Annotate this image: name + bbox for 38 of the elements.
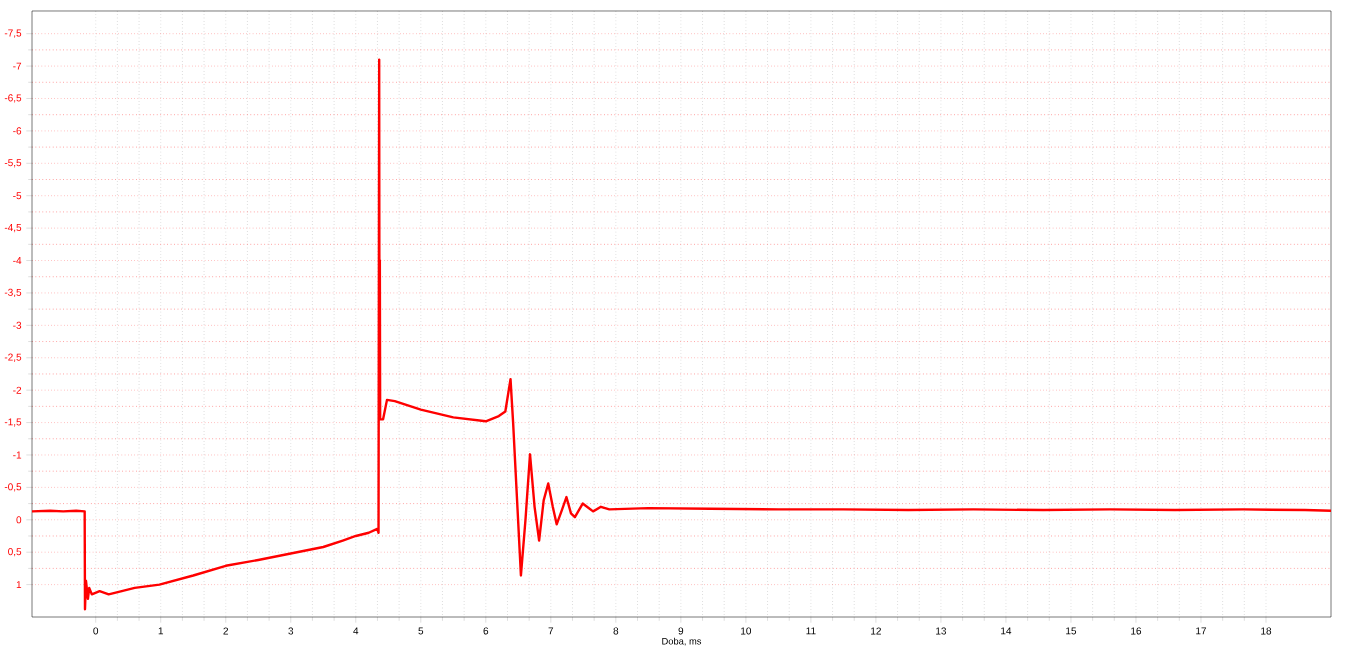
y-tick-label: -6,5 (4, 94, 22, 103)
x-axis-title: Doba, ms (662, 637, 702, 646)
y-tick-label: -1 (13, 451, 22, 459)
y-tick-label: -5,5 (4, 159, 22, 168)
y-tick-label: -7,5 (4, 29, 22, 38)
x-tick-label: 3 (288, 627, 294, 635)
x-tick-label: 11 (806, 627, 816, 635)
y-tick-label: -1,5 (4, 418, 22, 427)
x-tick-label: 9 (678, 627, 684, 635)
x-tick-label: 13 (936, 627, 947, 635)
x-tick-label: 1 (158, 627, 164, 635)
y-tick-label: -6 (13, 127, 22, 135)
x-tick-label: 10 (741, 627, 752, 635)
x-tick-label: 0 (93, 627, 99, 635)
y-tick-label: -3,5 (4, 288, 22, 298)
x-tick-label: 5 (418, 627, 424, 635)
x-tick-label: 14 (1001, 627, 1012, 635)
y-tick-label: -5 (13, 192, 22, 200)
x-tick-label: 15 (1066, 627, 1077, 635)
x-tick-label: 8 (613, 627, 619, 635)
y-tick-label: 1 (16, 581, 22, 589)
x-tick-label: 18 (1261, 627, 1272, 635)
y-tick-label: 0 (16, 516, 22, 524)
y-tick-label: -2,5 (4, 353, 22, 362)
y-tick-label: -4 (13, 257, 22, 264)
y-tick-label: -7 (13, 62, 22, 70)
x-tick-label: 4 (353, 627, 359, 635)
y-tick-label: -3 (13, 321, 22, 329)
y-tick-label: 0,5 (8, 548, 22, 557)
y-tick-label: -2 (13, 386, 22, 394)
x-tick-label: 16 (1131, 627, 1142, 635)
x-tick-label: 7 (548, 627, 554, 635)
x-tick-label: 17 (1196, 627, 1207, 635)
x-tick-label: 2 (223, 627, 229, 635)
x-tick-label: 6 (483, 627, 489, 635)
x-tick-label: 12 (871, 627, 881, 635)
y-tick-label: -0,5 (4, 483, 22, 492)
y-tick-label: -4,5 (4, 224, 22, 233)
